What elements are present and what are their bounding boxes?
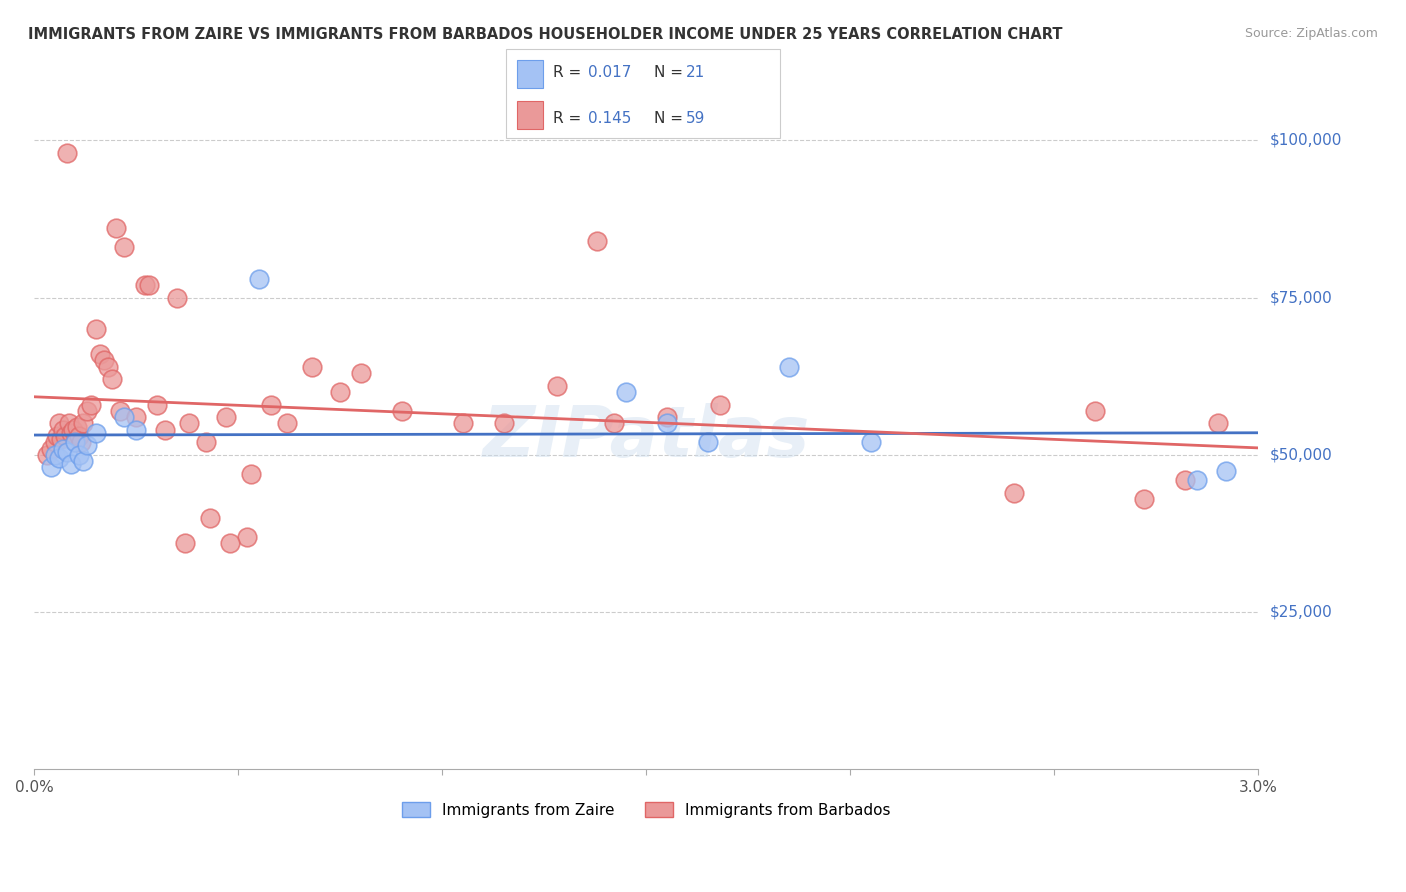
Point [1084, 404, 1107, 418]
Point [247, 271, 270, 285]
Point [153, 423, 176, 437]
Text: Source: ZipAtlas.com: Source: ZipAtlas.com [1244, 27, 1378, 40]
Text: N =: N = [654, 112, 688, 126]
Point [70, 435, 93, 450]
Point [492, 417, 515, 431]
Text: $50,000: $50,000 [1270, 447, 1331, 462]
Point [58, 417, 80, 431]
Point [48, 450, 70, 465]
Point [166, 291, 188, 305]
Point [112, 410, 135, 425]
Point [138, 278, 160, 293]
Point [72, 417, 94, 431]
Point [44, 435, 66, 450]
Text: 0.017: 0.017 [588, 65, 631, 79]
Point [134, 278, 156, 293]
Point [1002, 485, 1025, 500]
Point [63, 435, 86, 450]
Point [1206, 417, 1229, 431]
Point [39, 460, 62, 475]
Point [301, 359, 323, 374]
Text: R =: R = [553, 65, 586, 79]
Point [101, 372, 124, 386]
Point [235, 530, 257, 544]
Point [586, 234, 609, 248]
Point [655, 410, 678, 425]
Point [125, 423, 148, 437]
Point [1185, 473, 1208, 487]
Point [67, 429, 90, 443]
Point [53, 429, 76, 443]
Point [655, 417, 678, 431]
Point [174, 536, 197, 550]
Point [614, 384, 637, 399]
Point [198, 510, 221, 524]
Text: N =: N = [654, 65, 688, 79]
Point [97, 359, 120, 374]
Point [76, 404, 98, 418]
Point [145, 397, 167, 411]
Legend: Immigrants from Zaire, Immigrants from Barbados: Immigrants from Zaire, Immigrants from B… [396, 796, 897, 824]
Point [108, 404, 131, 418]
Point [104, 221, 127, 235]
Point [709, 397, 731, 411]
Point [276, 417, 298, 431]
Point [859, 435, 882, 450]
Text: R =: R = [553, 112, 586, 126]
Point [194, 435, 217, 450]
Point [84, 322, 107, 336]
Point [239, 467, 262, 481]
Point [329, 384, 352, 399]
Point [56, 444, 79, 458]
Point [44, 448, 66, 462]
Point [93, 353, 115, 368]
Point [76, 438, 98, 452]
Point [778, 359, 800, 374]
Point [60, 457, 83, 471]
Text: 21: 21 [686, 65, 706, 79]
Point [56, 145, 79, 160]
Point [350, 366, 373, 380]
Point [52, 442, 75, 456]
Point [35, 448, 58, 462]
Point [60, 425, 83, 440]
Point [125, 410, 148, 425]
Text: IMMIGRANTS FROM ZAIRE VS IMMIGRANTS FROM BARBADOS HOUSEHOLDER INCOME UNDER 25 YE: IMMIGRANTS FROM ZAIRE VS IMMIGRANTS FROM… [28, 27, 1063, 42]
Point [66, 419, 89, 434]
Point [39, 442, 62, 456]
Point [1133, 491, 1156, 506]
Text: 0.145: 0.145 [588, 112, 631, 126]
Point [696, 435, 718, 450]
Text: ZIPatlas: ZIPatlas [482, 402, 810, 472]
Text: $100,000: $100,000 [1270, 133, 1341, 148]
Text: $75,000: $75,000 [1270, 290, 1331, 305]
Point [546, 378, 568, 392]
Point [80, 397, 103, 411]
Point [72, 454, 94, 468]
Point [1174, 473, 1197, 487]
Point [112, 240, 135, 254]
Point [451, 417, 474, 431]
Text: 59: 59 [686, 112, 706, 126]
Point [48, 417, 70, 431]
Point [49, 432, 72, 446]
Point [602, 417, 624, 431]
Point [45, 429, 67, 443]
Point [84, 425, 107, 440]
Point [219, 536, 242, 550]
Point [179, 417, 201, 431]
Point [260, 397, 283, 411]
Point [62, 423, 84, 437]
Point [67, 448, 90, 462]
Point [89, 347, 111, 361]
Text: $25,000: $25,000 [1270, 605, 1331, 620]
Point [1215, 464, 1237, 478]
Point [52, 423, 75, 437]
Point [215, 410, 238, 425]
Point [391, 404, 413, 418]
Point [63, 435, 86, 450]
